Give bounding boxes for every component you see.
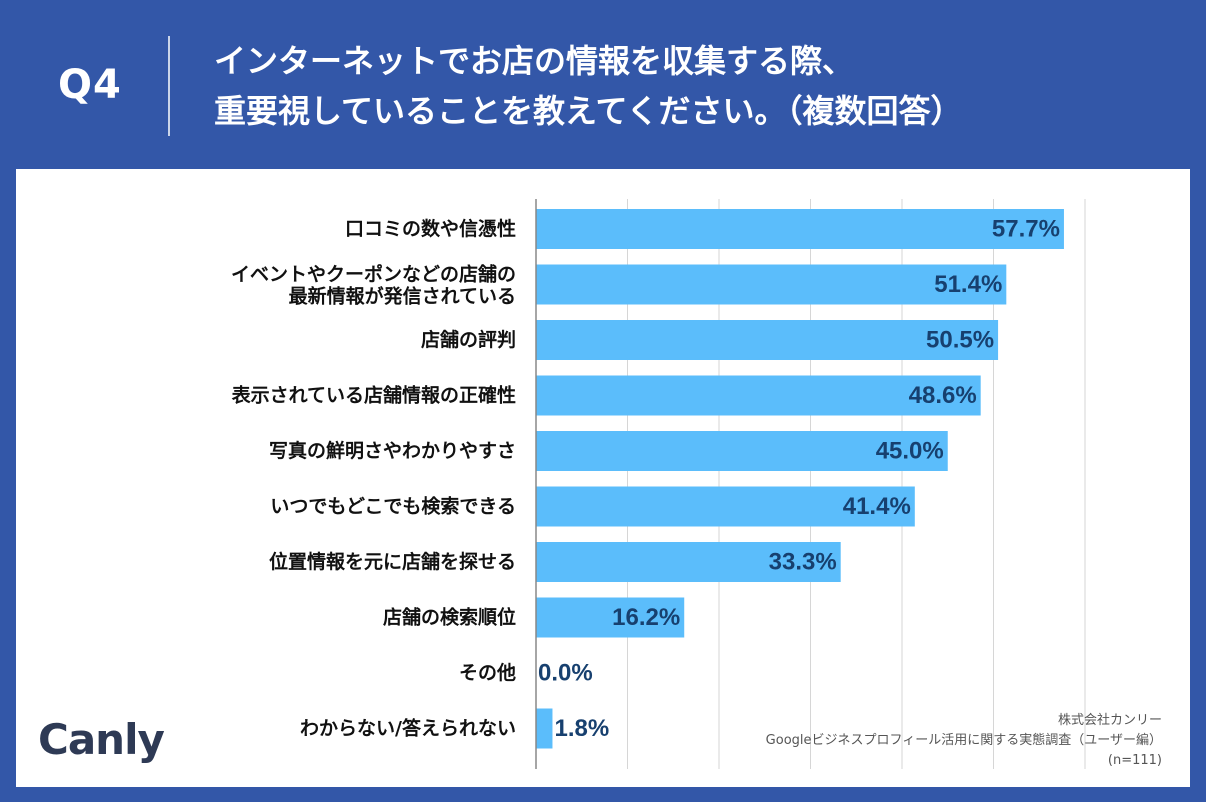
value-label: 50.5% — [926, 327, 994, 354]
category-label: 口コミの数や信憑性 — [345, 217, 516, 240]
question-title-line1: インターネットでお店の情報を収集する際、 — [214, 42, 855, 80]
bar — [536, 264, 1007, 305]
value-label: 48.6% — [909, 382, 977, 409]
bar — [536, 597, 685, 638]
category-label: 店舗の評判 — [421, 328, 516, 351]
value-label: 41.4% — [843, 493, 911, 520]
value-label: 33.3% — [769, 549, 837, 576]
bar — [536, 320, 999, 360]
category-label: 表示されている店舗情報の正確性 — [232, 384, 516, 407]
category-label-line: 最新情報が発信されている — [289, 285, 516, 308]
value-label: 0.0% — [538, 660, 593, 687]
header-divider — [168, 36, 170, 136]
chart-panel: 口コミの数や信憑性 57.7% イベントやクーポンなどの店舗の最新情報が発信されてい… — [16, 169, 1190, 787]
category-label: その他 — [459, 661, 516, 684]
value-label: 51.4% — [934, 271, 1002, 298]
bar — [536, 486, 915, 527]
credit-survey: Googleビジネスプロフィール活用に関する実態調査（ユーザー編） — [765, 733, 1162, 748]
category-label: 店舗の検索順位 — [383, 606, 516, 629]
question-number: Q4 — [58, 62, 122, 108]
question-title-line2: 重要視していることを教えてください。（複数回答） — [214, 92, 963, 130]
header: Q4 インターネットでお店の情報を収集する際、 重要視していることを教えてくださ… — [0, 0, 1206, 168]
bar — [536, 708, 553, 749]
question-title: インターネットでお店の情報を収集する際、 重要視していることを教えてください。（… — [214, 36, 962, 136]
value-label: 45.0% — [876, 438, 944, 465]
canly-logo: Canly — [38, 715, 165, 764]
category-label: イベントやクーポンなどの店舗の最新情報が発信されている — [231, 263, 516, 308]
category-label-line: イベントやクーポンなどの店舗の — [231, 263, 516, 286]
credit-sample-size: (n=111) — [1107, 753, 1162, 768]
category-label: わからない/答えられない — [300, 717, 516, 740]
category-label: 位置情報を元に店舗を探せる — [269, 550, 516, 573]
value-label: 57.7% — [992, 216, 1060, 243]
bar — [536, 209, 1064, 249]
bar — [536, 431, 948, 471]
value-label: 16.2% — [612, 604, 680, 631]
bar-chart: 口コミの数や信憑性 57.7% イベントやクーポンなどの店舗の最新情報が発信されてい… — [231, 199, 1086, 769]
source-credit: 株式会社カンリー Googleビジネスプロフィール活用に関する実態調査（ユーザー… — [766, 711, 1162, 771]
bar — [536, 375, 981, 416]
value-label: 1.8% — [554, 715, 609, 742]
bar — [536, 542, 841, 582]
category-label: いつでもどこでも検索できる — [270, 495, 516, 518]
category-label: 写真の鮮明さやわかりやすさ — [269, 439, 516, 462]
credit-company: 株式会社カンリー — [1057, 713, 1162, 728]
